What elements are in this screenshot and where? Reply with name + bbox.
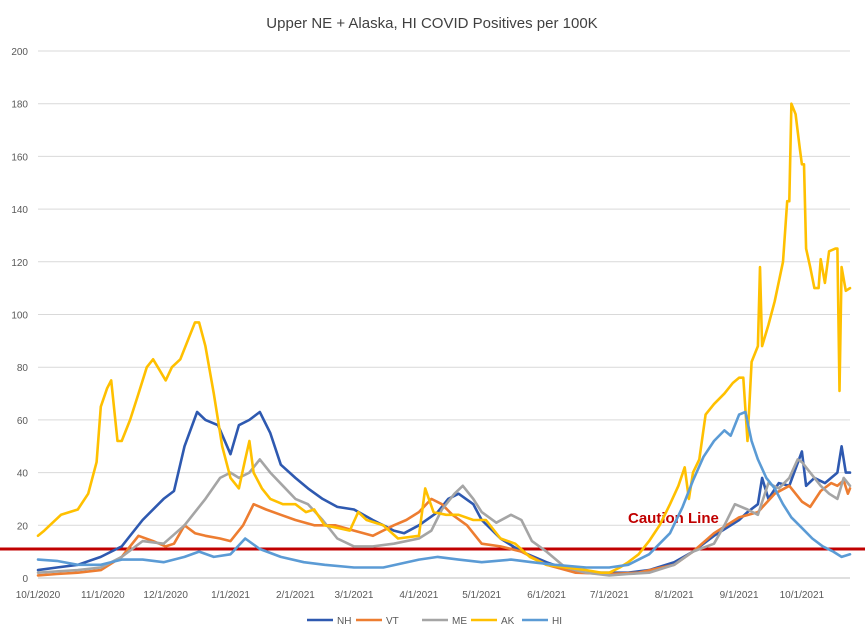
y-tick-label: 200 bbox=[11, 47, 28, 58]
legend-label-ak: AK bbox=[501, 616, 515, 627]
y-tick-label: 80 bbox=[17, 363, 29, 374]
x-axis-tick-labels: 10/1/2020 11/1/2020 12/1/2020 1/1/2021 2/1/2… bbox=[16, 590, 825, 601]
y-tick-label: 120 bbox=[11, 258, 28, 269]
x-tick-label: 9/1/2021 bbox=[720, 590, 759, 601]
x-tick-label: 2/1/2021 bbox=[276, 590, 315, 601]
x-tick-label: 7/1/2021 bbox=[590, 590, 629, 601]
series-line-ak bbox=[36, 102, 852, 575]
x-tick-label: 8/1/2021 bbox=[655, 590, 694, 601]
x-tick-label: 12/1/2020 bbox=[143, 590, 188, 601]
chart-title: Upper NE + Alaska, HI COVID Positives pe… bbox=[266, 15, 597, 32]
caution-line-group: Caution Line bbox=[0, 510, 865, 551]
series-line-vt bbox=[36, 479, 852, 577]
caution-line-label: Caution Line bbox=[628, 510, 719, 527]
y-tick-label: 100 bbox=[11, 311, 28, 322]
legend-label-hi: HI bbox=[552, 616, 562, 627]
x-tick-label: 10/1/2021 bbox=[780, 590, 825, 601]
x-tick-label: 1/1/2021 bbox=[211, 590, 250, 601]
gridlines bbox=[38, 50, 850, 579]
series-line-hi bbox=[36, 410, 852, 569]
x-tick-label: 3/1/2021 bbox=[335, 590, 374, 601]
y-tick-label: 20 bbox=[17, 521, 29, 532]
legend: NH VT ME AK HI bbox=[307, 616, 562, 627]
y-tick-label: 140 bbox=[11, 205, 28, 216]
x-tick-label: 5/1/2021 bbox=[462, 590, 501, 601]
y-tick-label: 0 bbox=[22, 574, 28, 585]
x-tick-label: 10/1/2020 bbox=[16, 590, 61, 601]
legend-label-nh: NH bbox=[337, 616, 351, 627]
legend-label-me: ME bbox=[452, 616, 467, 627]
y-tick-label: 160 bbox=[11, 152, 28, 163]
x-tick-label: 6/1/2021 bbox=[527, 590, 566, 601]
y-axis-tick-labels: 0 20 40 60 80 100 120 140 160 180 200 bbox=[11, 47, 28, 585]
legend-label-vt: VT bbox=[386, 616, 399, 627]
x-tick-label: 11/1/2020 bbox=[81, 590, 125, 601]
series-lines bbox=[36, 102, 852, 577]
y-tick-label: 60 bbox=[17, 416, 29, 427]
y-tick-label: 40 bbox=[17, 469, 29, 480]
y-tick-label: 180 bbox=[11, 100, 28, 111]
x-tick-label: 4/1/2021 bbox=[399, 590, 438, 601]
